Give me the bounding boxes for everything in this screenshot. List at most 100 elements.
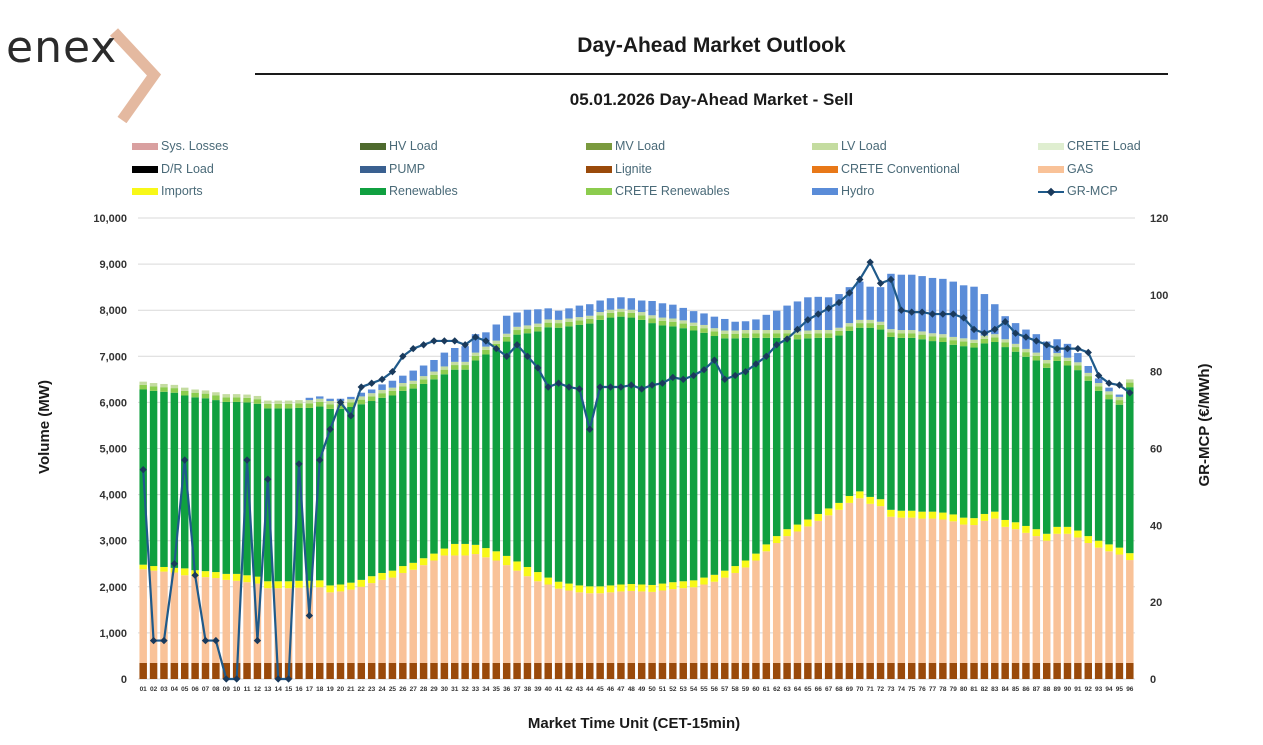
bar-lignite (160, 662, 168, 679)
bar-imports (1126, 553, 1134, 561)
bar-crete-renewables (1094, 386, 1103, 391)
x-tick-label: 84 (1002, 686, 1010, 693)
bar-lignite (1001, 662, 1009, 679)
bar-imports (1022, 525, 1030, 533)
bar-crete-renewables (1011, 347, 1020, 352)
mcp-point (544, 383, 552, 391)
bar-lignite (897, 662, 906, 679)
bar-lignite (419, 662, 428, 679)
bar-renewables (856, 327, 864, 492)
bar-lv-load (637, 312, 646, 316)
bar-imports (1032, 529, 1041, 537)
bar-gas (367, 583, 376, 663)
bar-hydro (866, 286, 874, 320)
bar-imports (180, 568, 189, 576)
bar-gas (804, 526, 812, 663)
bar-hydro (907, 274, 916, 331)
mcp-point (284, 675, 293, 683)
bar-gas (523, 576, 532, 663)
y2-tick-label: 0 (1150, 674, 1156, 686)
bar-hydro (430, 359, 438, 372)
bar-lignite (513, 662, 521, 679)
legend-label: LV Load (841, 139, 887, 153)
mcp-point (523, 352, 532, 360)
x-tick-label: 64 (794, 686, 802, 693)
bar-imports (419, 558, 428, 566)
bar-lignite (461, 662, 469, 679)
bar-lignite (752, 662, 760, 679)
bar-crete-renewables (772, 333, 781, 338)
bar-crete-renewables (326, 404, 334, 409)
mcp-point (845, 289, 854, 297)
bar-lignite (887, 662, 895, 679)
bar-lignite (222, 662, 231, 679)
bar-crete-renewables (347, 402, 355, 408)
mcp-point (710, 356, 719, 364)
bar-renewables (419, 383, 428, 559)
bar-lignite (658, 662, 667, 679)
bar-lignite (918, 662, 926, 679)
bar-renewables (772, 337, 781, 537)
mcp-point (731, 371, 739, 380)
bar-renewables (1115, 404, 1124, 548)
mcp-point (1105, 379, 1113, 387)
bar-lv-load (689, 322, 698, 326)
bar-lignite (980, 662, 989, 679)
bar-gas (627, 590, 636, 663)
x-tick-label: 90 (1064, 686, 1072, 693)
bar-lignite (409, 662, 417, 679)
bar-lv-load (1042, 359, 1051, 364)
bar-gas (669, 589, 677, 663)
bar-lv-load (939, 334, 947, 338)
bar-renewables (669, 326, 677, 583)
bar-imports (316, 580, 324, 588)
x-tick-label: 92 (1085, 686, 1093, 693)
legend-item-gr-mcp: GR-MCP (1038, 184, 1118, 198)
bar-lv-load (845, 323, 854, 327)
mcp-series (139, 258, 1134, 683)
bar-gas (1042, 540, 1051, 663)
bar-hydro (596, 300, 604, 313)
bar-imports (160, 566, 168, 572)
bar-imports (1001, 519, 1009, 527)
mcp-point (991, 325, 999, 334)
bar-crete-renewables (264, 403, 272, 409)
bar-hydro (534, 309, 542, 324)
bar-renewables (440, 374, 449, 549)
bar-gas (752, 560, 760, 663)
bar-imports (430, 553, 438, 561)
bar-renewables (305, 407, 314, 581)
bar-lignite (201, 662, 210, 679)
mcp-point (295, 460, 303, 468)
bar-lignite (180, 662, 189, 679)
bar-renewables (918, 339, 926, 512)
bar-lv-load (305, 400, 314, 404)
bar-hydro (762, 314, 771, 331)
bar-lv-load (762, 330, 771, 334)
bar-crete-renewables (1074, 365, 1082, 371)
bar-lignite (627, 662, 636, 679)
bar-renewables (575, 324, 584, 586)
page-title: Day-Ahead Market Outlook (577, 34, 846, 57)
bar-lv-load (783, 330, 791, 334)
x-tick-label: 55 (700, 686, 708, 693)
bar-lv-load (170, 384, 179, 389)
bar-imports (907, 510, 916, 518)
bar-lignite (824, 662, 833, 679)
bar-gas (513, 570, 521, 663)
legend-item-mv-load: MV Load (586, 139, 665, 153)
bar-crete-renewables (804, 333, 812, 339)
x-tick-label: 34 (482, 686, 490, 693)
bar-imports (897, 510, 906, 518)
mcp-point (554, 379, 563, 387)
mcp-point (949, 310, 957, 318)
bar-lignite (959, 662, 968, 679)
bar-hydro (637, 300, 646, 313)
bar-renewables (586, 323, 594, 587)
bar-lv-load (409, 380, 417, 384)
bar-gas (264, 588, 272, 663)
bar-crete-renewables (523, 328, 532, 334)
legend-label: MV Load (615, 139, 666, 153)
bar-imports (835, 502, 843, 510)
bar-gas (492, 560, 501, 663)
